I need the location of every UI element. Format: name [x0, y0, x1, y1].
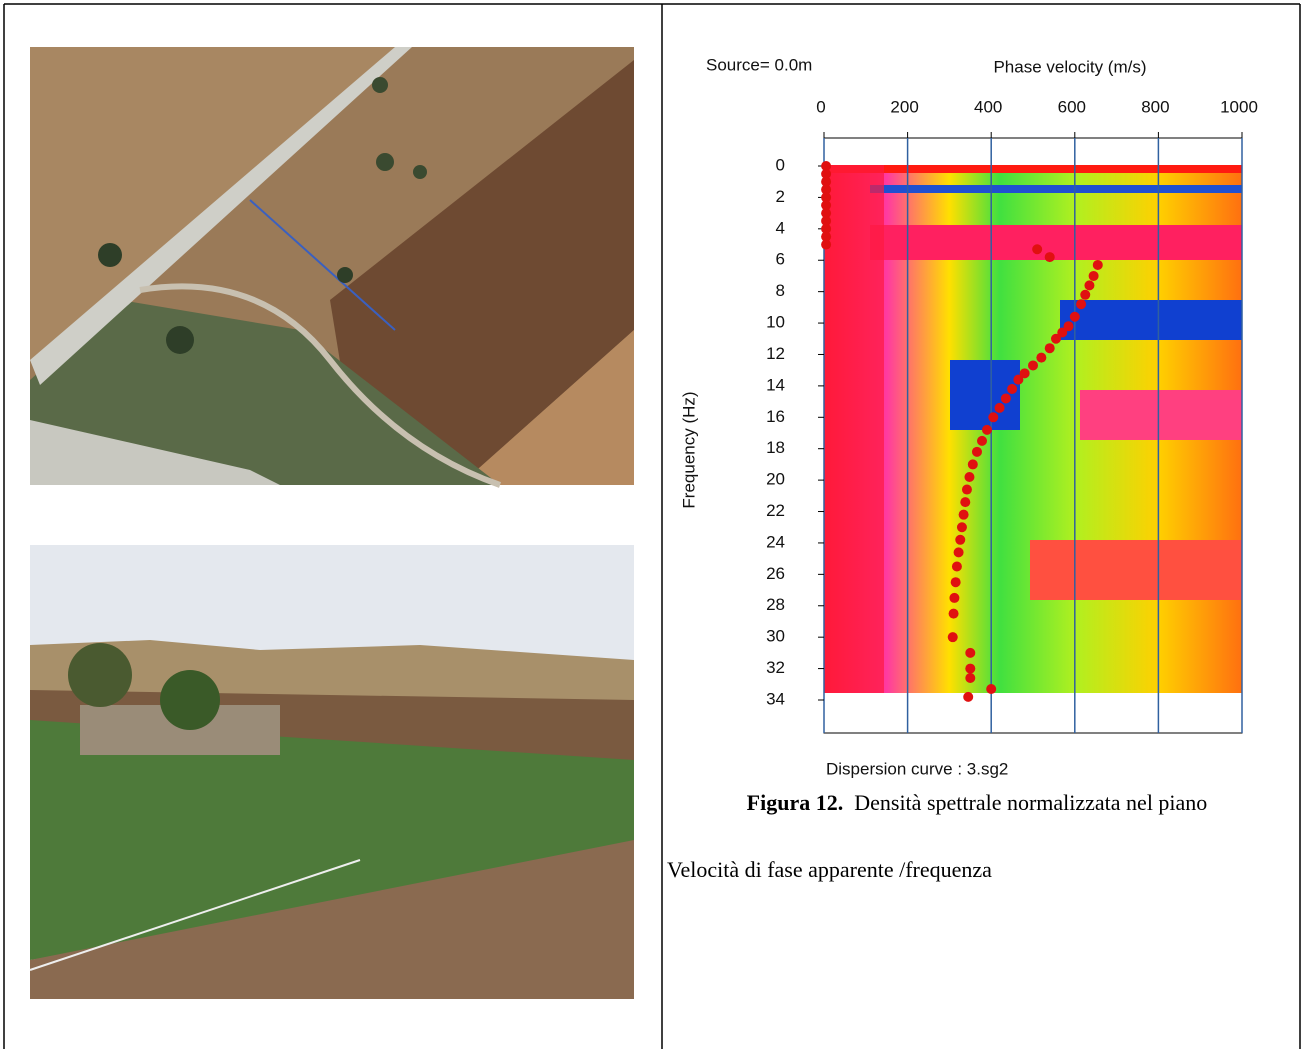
point	[965, 673, 975, 683]
point	[952, 562, 962, 572]
y-tick-label: 2	[776, 187, 785, 206]
y-tick-label: 12	[766, 344, 785, 363]
point	[972, 447, 982, 457]
point	[1093, 260, 1103, 270]
point	[1070, 312, 1080, 322]
y-tick-label: 6	[776, 250, 785, 269]
y-tick-label: 24	[766, 532, 785, 551]
point	[968, 459, 978, 469]
point	[1028, 360, 1038, 370]
point	[1080, 290, 1090, 300]
point	[964, 472, 974, 482]
point	[1045, 252, 1055, 262]
point	[1089, 271, 1099, 281]
point	[977, 436, 987, 446]
point	[954, 547, 964, 557]
x-axis-title: Phase velocity (m/s)	[993, 57, 1146, 76]
x-tick-label: 400	[974, 97, 1002, 116]
spectrum-image	[824, 165, 1242, 693]
point	[1051, 334, 1061, 344]
y-tick-label: 26	[766, 564, 785, 583]
point	[995, 403, 1005, 413]
subtitle: Dispersion curve : 3.sg2	[826, 759, 1008, 778]
point	[949, 609, 959, 619]
point	[965, 664, 975, 674]
y-axis-title: Frequency (Hz)	[679, 391, 698, 508]
point	[988, 412, 998, 422]
point	[960, 497, 970, 507]
y-tick-label: 4	[776, 218, 785, 237]
x-tick-label: 1000	[1220, 97, 1258, 116]
point	[957, 522, 967, 532]
y-tick-label: 16	[766, 407, 785, 426]
caption-label: Figura 12.	[747, 790, 844, 815]
field-photo	[30, 545, 634, 999]
y-tick-label: 30	[766, 627, 785, 646]
y-tick-label: 34	[766, 689, 785, 708]
point	[1032, 244, 1042, 254]
y-tick-label: 8	[776, 281, 785, 300]
point	[959, 510, 969, 520]
y-tick-label: 10	[766, 313, 785, 332]
x-tick-label: 800	[1141, 97, 1169, 116]
x-tick-label: 200	[890, 97, 918, 116]
x-tick-label: 0	[816, 97, 825, 116]
y-tick-label: 22	[766, 501, 785, 520]
point	[1076, 299, 1086, 309]
point	[951, 577, 961, 587]
annotation: Source= 0.0m	[706, 55, 812, 74]
y-tick-label: 18	[766, 438, 785, 457]
point	[1084, 280, 1094, 290]
y-tick-label: 32	[766, 658, 785, 677]
aerial-photo	[30, 47, 634, 485]
y-tick-label: 14	[766, 375, 785, 394]
point	[949, 593, 959, 603]
point	[1045, 343, 1055, 353]
point	[1001, 393, 1011, 403]
point	[962, 485, 972, 495]
point	[955, 535, 965, 545]
caption-note: Velocità di fase apparente /frequenza	[667, 857, 992, 883]
y-tick-label: 0	[776, 155, 785, 174]
document: Source= 0.0m Phase velocity (m/s) Freque…	[0, 0, 1306, 1049]
point	[982, 425, 992, 435]
point	[986, 684, 996, 694]
point	[948, 632, 958, 642]
y-tick-label: 20	[766, 470, 785, 489]
point	[1007, 384, 1017, 394]
point	[821, 240, 831, 250]
caption: Figura 12. Densità spettrale normalizzat…	[712, 790, 1242, 815]
point	[1013, 375, 1023, 385]
point	[963, 692, 973, 702]
point	[965, 648, 975, 658]
point	[1036, 353, 1046, 363]
page: Source= 0.0m Phase velocity (m/s) Freque…	[0, 0, 1306, 1049]
x-tick-label: 600	[1058, 97, 1086, 116]
y-tick-label: 28	[766, 595, 785, 614]
caption-text: Densità spettrale normalizzata nel piano	[854, 790, 1207, 815]
